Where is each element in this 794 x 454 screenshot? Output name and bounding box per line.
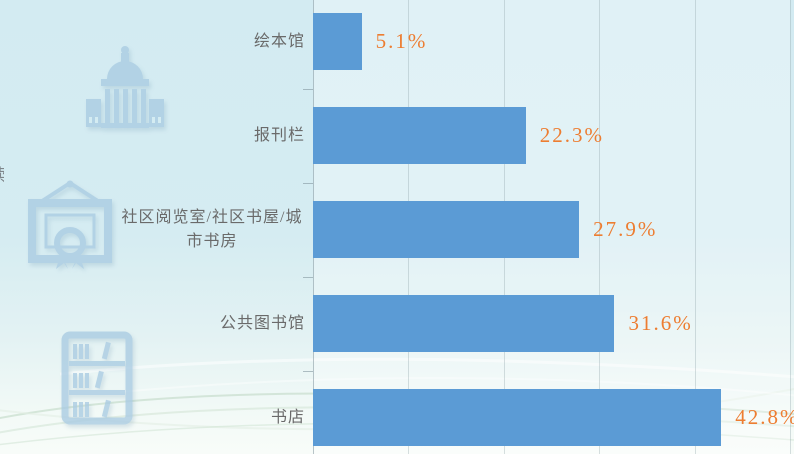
bar bbox=[313, 295, 615, 352]
bar-row-baokanlan: 报刊栏 22.3% bbox=[0, 107, 794, 164]
bar bbox=[313, 201, 580, 258]
value-label: 22.3% bbox=[539, 123, 604, 147]
bar bbox=[313, 107, 526, 164]
axis-tick bbox=[303, 183, 313, 184]
bar-row-huibenguan: 绘本馆 5.1% bbox=[0, 13, 794, 70]
category-label: 公共图书馆 bbox=[219, 314, 305, 332]
bar bbox=[313, 13, 362, 70]
value-label: 27.9% bbox=[593, 217, 658, 241]
value-label: 42.8% bbox=[735, 405, 794, 429]
bar-row-shudian: 书店 42.8% bbox=[0, 389, 794, 446]
value-label: 31.6% bbox=[628, 311, 693, 335]
axis-tick bbox=[303, 371, 313, 372]
axis-tick bbox=[303, 277, 313, 278]
clipped-glyph-fragment: 读 bbox=[0, 166, 4, 183]
axis-tick bbox=[303, 89, 313, 90]
gridline bbox=[599, 0, 601, 454]
capitol-building-icon bbox=[86, 46, 164, 128]
gridline bbox=[694, 0, 696, 454]
bar-row-shequ-yuelanshi: 社区阅览室/社区书屋/城市书房 27.9% bbox=[0, 201, 794, 258]
bar-row-gonggong-tushuguan: 公共图书馆 31.6% bbox=[0, 295, 794, 352]
bar bbox=[313, 389, 722, 446]
gridline bbox=[790, 0, 791, 454]
category-label: 社区阅览室/社区书屋/城市书房 bbox=[121, 208, 303, 250]
category-label: 绘本馆 bbox=[253, 32, 305, 50]
category-label: 报刊栏 bbox=[253, 126, 305, 144]
value-label: 5.1% bbox=[375, 29, 428, 53]
certificate-frame-icon bbox=[28, 180, 112, 269]
category-label: 书店 bbox=[270, 408, 305, 426]
bookshelf-icon bbox=[61, 331, 133, 425]
